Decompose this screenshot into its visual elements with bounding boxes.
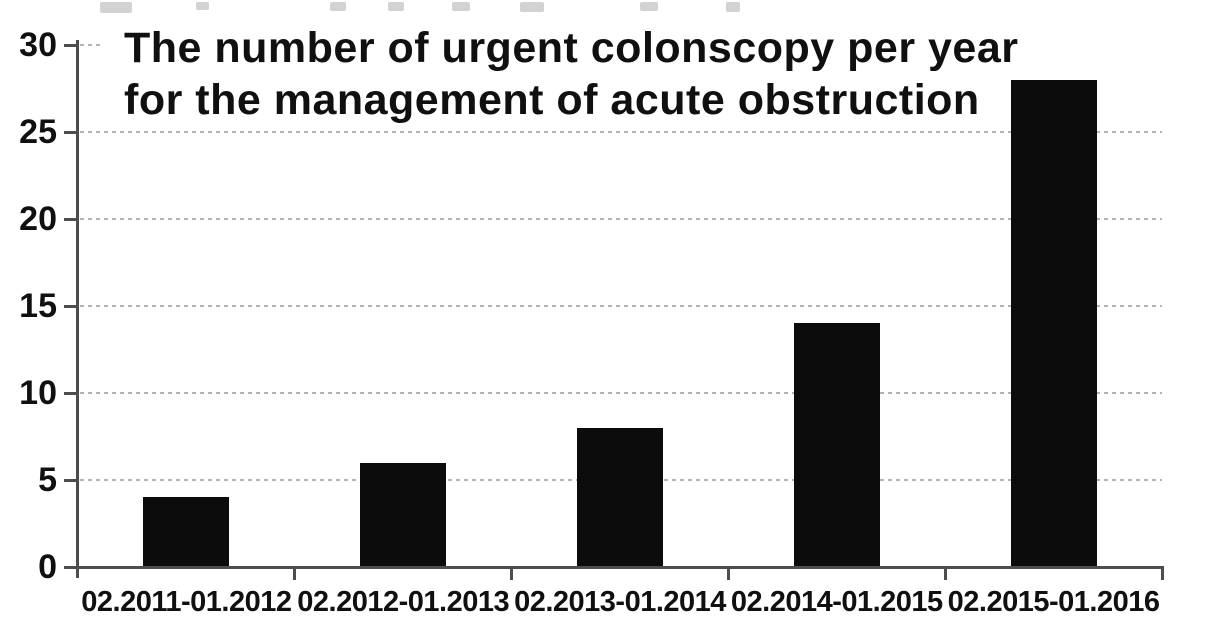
cropped-text-artifact bbox=[726, 2, 740, 12]
x-tick-1 bbox=[293, 567, 297, 580]
chart-title: The number of urgent colonscopy per year… bbox=[124, 22, 1019, 126]
y-axis-label-20: 20 bbox=[19, 200, 57, 238]
cropped-text-artifact bbox=[520, 2, 544, 12]
y-tick-20 bbox=[64, 218, 78, 221]
cropped-text-artifact bbox=[452, 2, 470, 11]
gridline-15 bbox=[80, 305, 1162, 307]
x-axis-label-02.2014-01.2015: 02.2014-01.2015 bbox=[730, 586, 943, 618]
y-tick-10 bbox=[64, 392, 78, 395]
cropped-text-artifact bbox=[640, 2, 658, 11]
bar-02.2015-01.2016 bbox=[1010, 79, 1097, 567]
x-tick-5 bbox=[1160, 567, 1164, 580]
y-tick-15 bbox=[64, 305, 78, 308]
chart-title-line1: The number of urgent colonscopy per year bbox=[124, 24, 1019, 72]
cropped-text-artifact bbox=[388, 2, 404, 11]
chart-title-line2: for the management of acute obstruction bbox=[124, 76, 980, 124]
bar-02.2011-01.2012 bbox=[143, 497, 230, 567]
y-axis-line bbox=[76, 40, 79, 578]
x-axis-label-02.2011-01.2012: 02.2011-01.2012 bbox=[81, 586, 292, 618]
bar-02.2013-01.2014 bbox=[577, 427, 663, 567]
y-tick-25 bbox=[64, 131, 78, 134]
cropped-text-artifact bbox=[196, 2, 209, 10]
y-axis-label-25: 25 bbox=[19, 113, 57, 151]
x-axis-label-02.2013-01.2014: 02.2013-01.2014 bbox=[514, 586, 726, 618]
gridline-30 bbox=[80, 44, 104, 46]
y-axis-label-10: 10 bbox=[19, 374, 57, 412]
gridline-25 bbox=[80, 131, 1162, 133]
y-tick-5 bbox=[64, 479, 78, 482]
x-tick-2 bbox=[510, 567, 514, 580]
bar-02.2014-01.2015 bbox=[793, 323, 880, 567]
cropped-text-artifact bbox=[100, 2, 132, 13]
x-tick-4 bbox=[943, 567, 947, 580]
x-axis-label-02.2015-01.2016: 02.2015-01.2016 bbox=[947, 586, 1160, 618]
cropped-text-artifact bbox=[330, 2, 346, 11]
gridline-20 bbox=[80, 218, 1162, 220]
y-tick-30 bbox=[64, 44, 78, 47]
x-tick-3 bbox=[726, 567, 730, 580]
y-axis-label-15: 15 bbox=[19, 287, 57, 325]
x-axis-label-02.2012-01.2013: 02.2012-01.2013 bbox=[297, 586, 510, 618]
y-axis-label-5: 5 bbox=[38, 461, 57, 499]
bar-02.2012-01.2013 bbox=[360, 462, 447, 567]
y-axis-label-30: 30 bbox=[19, 26, 57, 64]
y-axis-label-0: 0 bbox=[38, 548, 57, 586]
gridline-10 bbox=[80, 392, 1162, 394]
x-axis-line bbox=[64, 566, 1164, 569]
